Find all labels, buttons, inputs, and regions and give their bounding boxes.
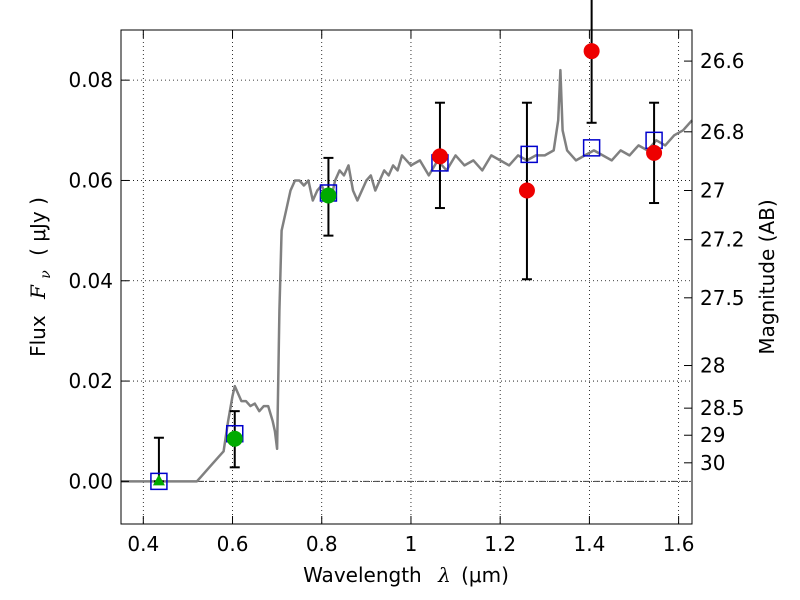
x-axis-label-text: Wavelength	[303, 563, 422, 587]
y-axis-label: Flux F ν ( μJy )	[26, 197, 55, 357]
x-tick-label: 1.6	[663, 532, 695, 556]
y-tick-label: 0.06	[68, 168, 113, 192]
y2-tick-label: 26.6	[700, 49, 745, 73]
green-data-point	[320, 187, 337, 204]
y-tick-label: 0.04	[68, 269, 113, 293]
y-axis-label-symbol-sub: ν	[38, 270, 54, 279]
red-data-point	[583, 43, 600, 60]
y-axis-label-text: Flux	[26, 315, 50, 357]
axis-ticks: 0.4 0.6 0.8 1 1.2 1.4 1.6 0.00 0.02 0.04 0.06 0.08 2…	[68, 30, 745, 556]
y2-tick-label: 29	[700, 423, 725, 447]
y2-tick-label: 27	[700, 178, 725, 202]
x-tick-label: 1.4	[573, 532, 605, 556]
red-data-point	[646, 144, 663, 161]
x-tick-label: 1	[405, 532, 418, 556]
red-data-point	[518, 182, 535, 199]
x-tick-label: 1.2	[484, 532, 516, 556]
y-tick-label: 0.00	[68, 469, 113, 493]
y-axis-label-symbol: F	[26, 284, 50, 300]
y-tick-label: 0.08	[68, 68, 113, 92]
y2-axis-label: Magnitude (AB)	[755, 199, 779, 354]
y2-tick-label: 27.2	[700, 228, 745, 252]
y2-tick-label: 27.5	[700, 286, 745, 310]
y-tick-label: 0.02	[68, 369, 113, 393]
y2-tick-label: 28.5	[700, 396, 745, 420]
model-spectrum-line	[121, 68, 693, 483]
x-tick-label: 0.6	[217, 532, 249, 556]
x-tick-label: 0.8	[306, 532, 338, 556]
y2-tick-label: 30	[700, 451, 725, 475]
green-data-point	[226, 430, 243, 447]
y2-tick-label: 28	[700, 354, 725, 378]
y-axis-label-unit: ( μJy )	[26, 197, 50, 256]
x-axis-label-unit: (μm)	[461, 563, 509, 587]
x-axis-label-symbol: λ	[437, 563, 451, 587]
x-tick-label: 0.4	[127, 532, 159, 556]
green-upper-limit-triangle	[152, 474, 165, 486]
plot-area	[121, 0, 693, 491]
x-axis-label: Wavelength λ (μm)	[303, 563, 509, 587]
plot-frame	[120, 29, 693, 525]
model-point-square	[582, 139, 601, 157]
model-point-square	[520, 145, 538, 164]
red-data-point	[431, 148, 448, 165]
y2-tick-label: 26.8	[700, 120, 745, 144]
model-point-square	[150, 472, 168, 491]
